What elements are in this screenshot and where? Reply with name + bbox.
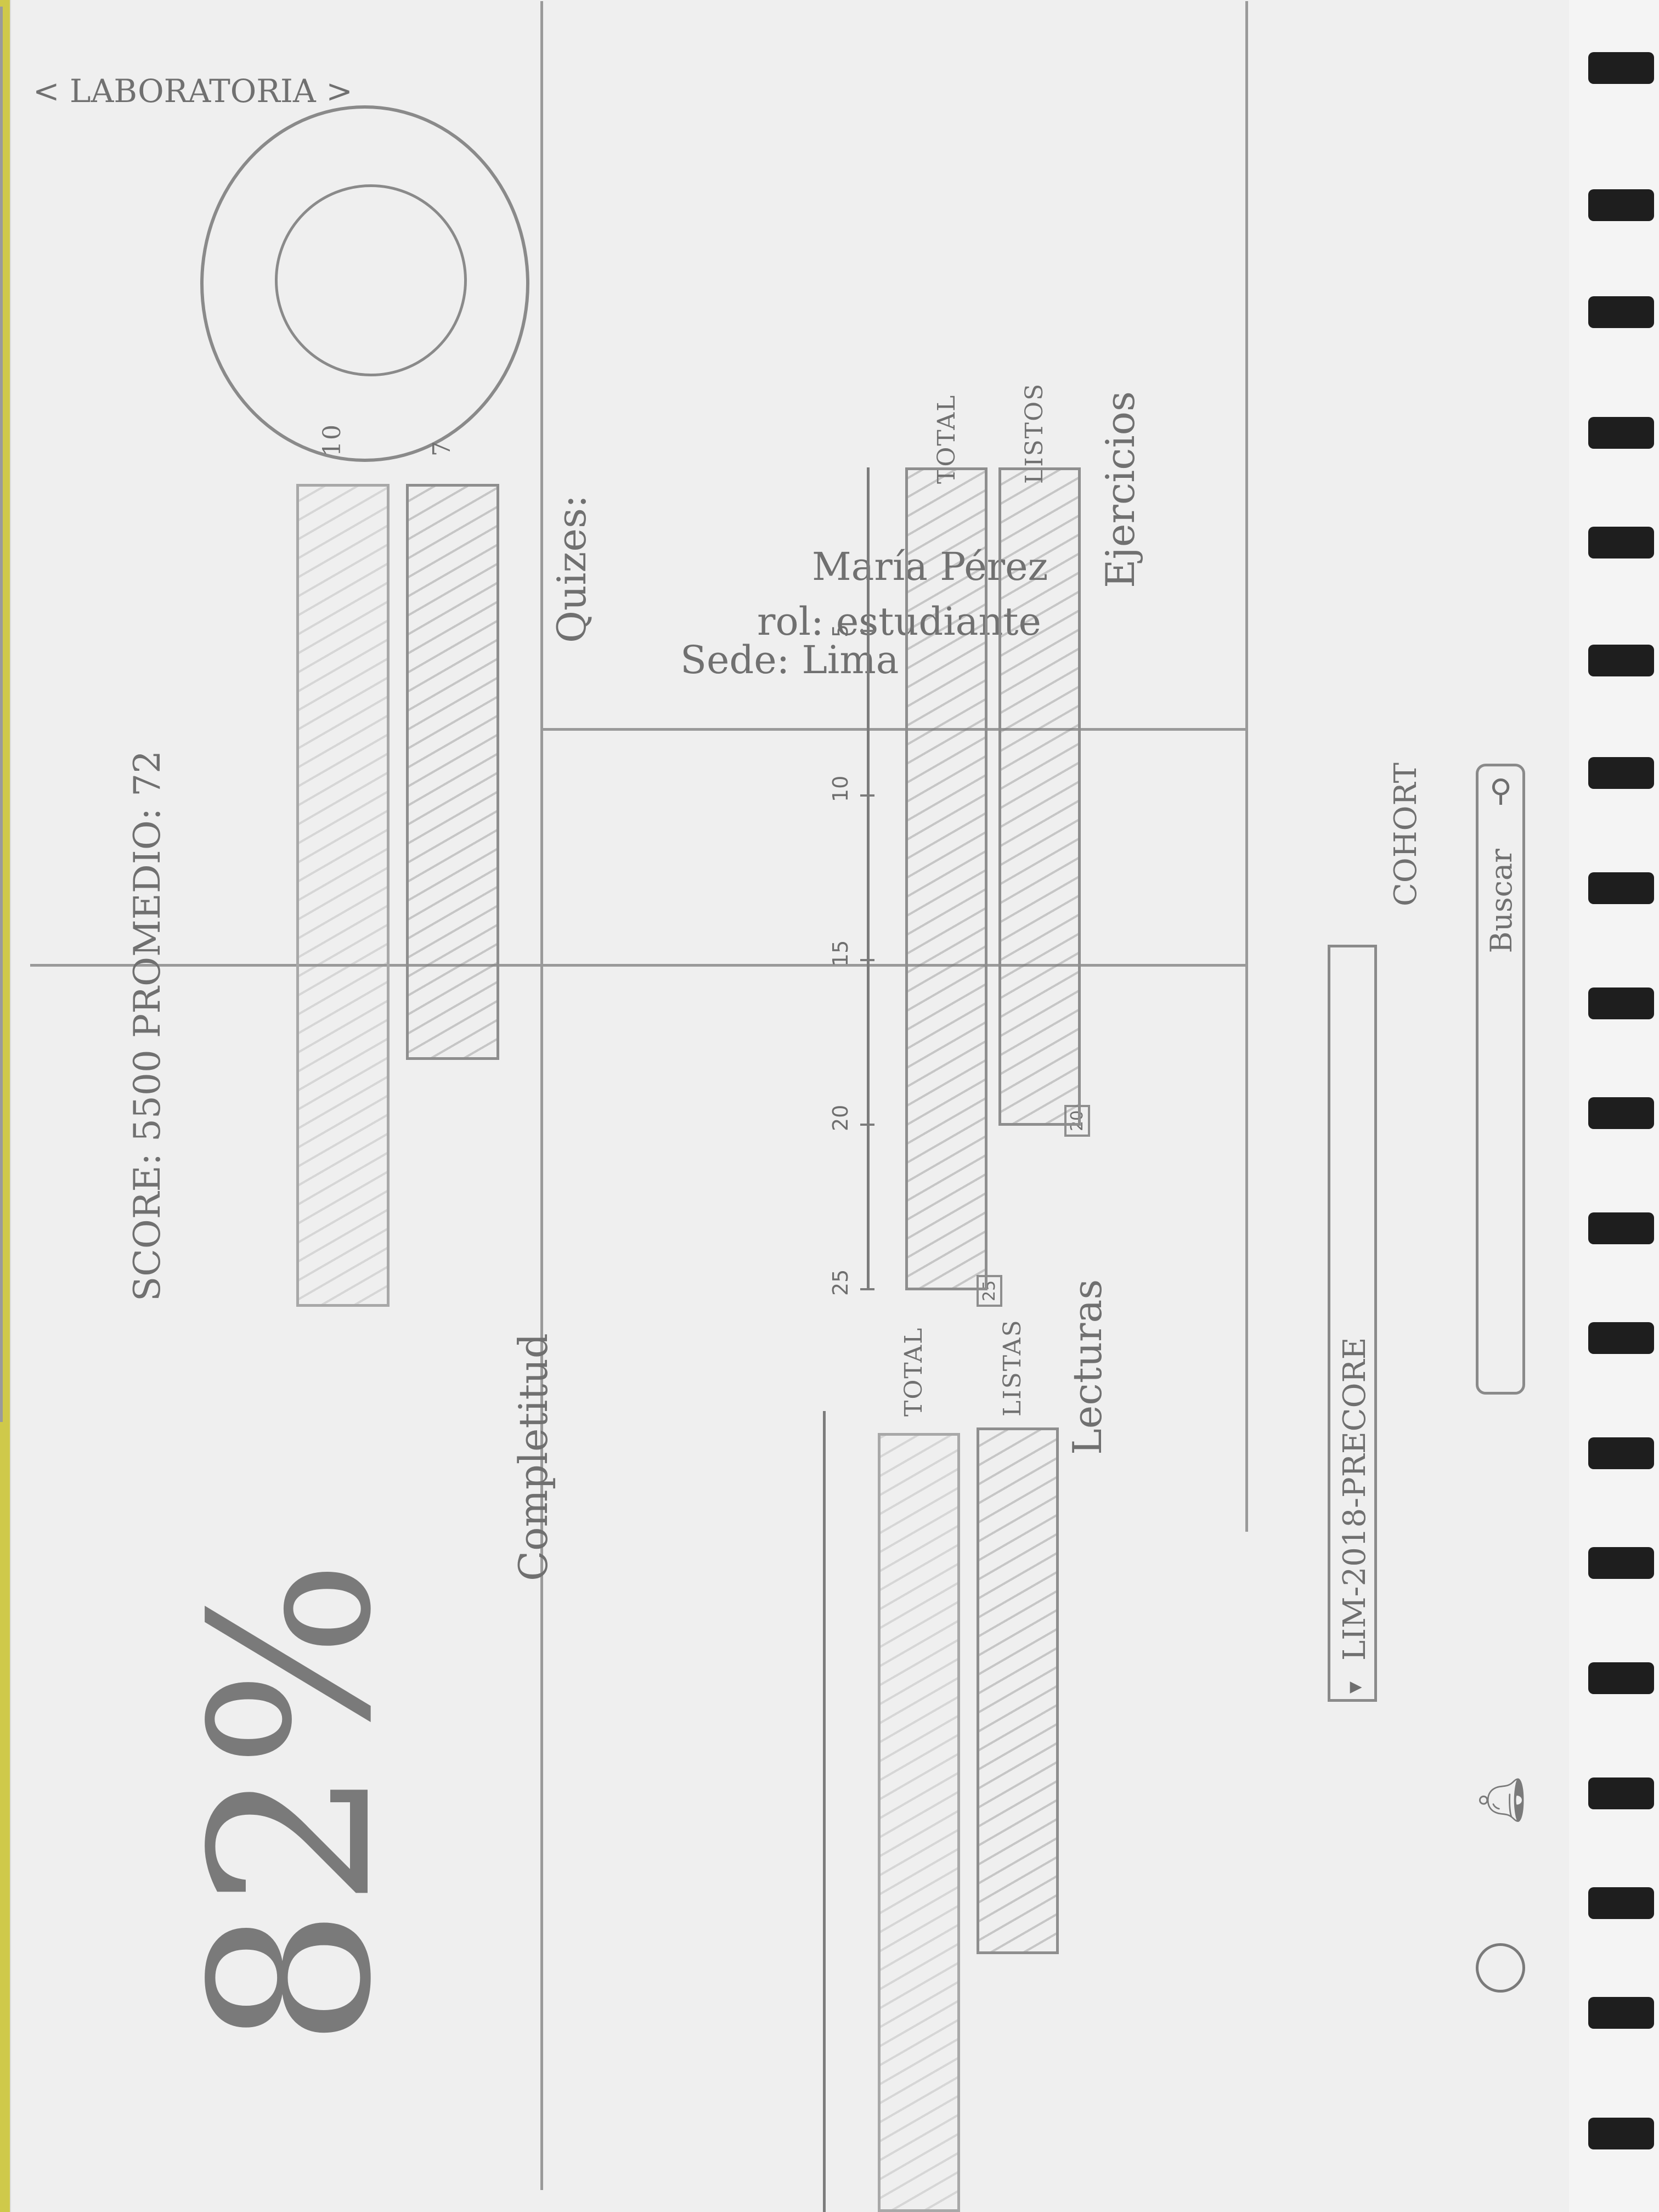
lecturas-title: Lecturas [1064,1279,1110,1455]
spiral-ring [1588,1322,1654,1354]
header-divider [540,728,1245,731]
quizzes-bar-a [406,484,499,1060]
spiral-ring [1588,1097,1654,1129]
completitud-title: Completitud [510,1333,556,1581]
ejercicios-tick-label: 10 [828,775,853,802]
lecturas-bar-listas [977,1427,1059,1954]
quizzes-summary: SCORE: 5500 PROMEDIO: 72 [126,750,168,1301]
lecturas-label-listas: LISTAS [998,1319,1026,1417]
ejercicios-bar-total [905,467,988,1290]
ejercicios-tick [860,1124,874,1126]
bell-icon[interactable]: 🔔︎ [1476,1772,1527,1828]
column-divider [0,7,3,1422]
cohort-label: COHORT [1388,762,1424,906]
ejercicios-tick [860,794,874,797]
avatar-face-icon [275,184,467,376]
quizzes-title: Quizes: [549,494,595,643]
ejercicios-axis [867,467,870,1290]
cohort-value: LIM-2018-PRECORE [1337,1337,1373,1661]
profile-divider [540,1,543,2190]
spiral-ring [1588,2118,1654,2149]
quizzes-label-a: 7 [428,440,456,456]
spiral-ring [1588,1662,1654,1694]
quizzes-bar-b [296,484,390,1307]
spiral-ring [1588,1887,1654,1919]
quizzes-label-b: 10 [318,424,346,456]
lecturas-label-total: TOTAL [900,1327,928,1417]
ejercicios-tick [860,959,874,961]
search-icon: ⚲ [1489,773,1513,809]
spiral-ring [1588,1997,1654,2029]
spiral-ring [1588,1437,1654,1469]
spiral-ring [1588,872,1654,904]
spiral-ring [1588,757,1654,789]
spiral-ring [1588,645,1654,676]
spiral-ring [1588,189,1654,221]
avatar [200,105,529,462]
spiral-ring [1588,1778,1654,1809]
profile-sede: Sede: Lima [680,637,899,682]
chevron-down-icon: ▾ [1340,1681,1368,1694]
spiral-ring [1588,988,1654,1019]
ejercicios-tick-label: 15 [828,940,853,967]
back-link[interactable]: < LABORATORIA > [33,72,353,110]
completitud-value: 82% [165,1559,420,2047]
user-icon[interactable] [1476,1943,1525,1993]
ejercicios-tick [860,630,874,632]
top-header-line [1245,1,1248,1532]
spiral-ring [1588,296,1654,328]
cohort-select[interactable]: LIM-2018-PRECORE ▾ [1328,945,1377,1702]
ejercicios-bar-listos [998,467,1081,1126]
ejercicios-title: Ejercicios [1097,391,1143,588]
spiral-ring [1588,417,1654,449]
ejercicios-tick [860,1288,874,1290]
spiral-ring [1588,527,1654,558]
spiral-ring [1588,1547,1654,1579]
ejercicios-tick-label: 25 [828,1269,853,1296]
lecturas-bar-total [878,1433,960,2212]
ejercicios-tick-label: 5 [828,624,853,637]
app-wireframe: < LABORATORIA > María Pérez rol: estudia… [0,1,1527,2212]
search-input[interactable]: ⚲ Buscar [1476,764,1525,1395]
lecturas-axis [823,1411,826,2212]
ejercicios-tick-label: 20 [828,1104,853,1131]
sketch-paper [11,0,1569,2212]
search-placeholder: Buscar [1484,849,1519,953]
spiral-ring [1588,52,1654,84]
spiral-ring [1588,1212,1654,1244]
